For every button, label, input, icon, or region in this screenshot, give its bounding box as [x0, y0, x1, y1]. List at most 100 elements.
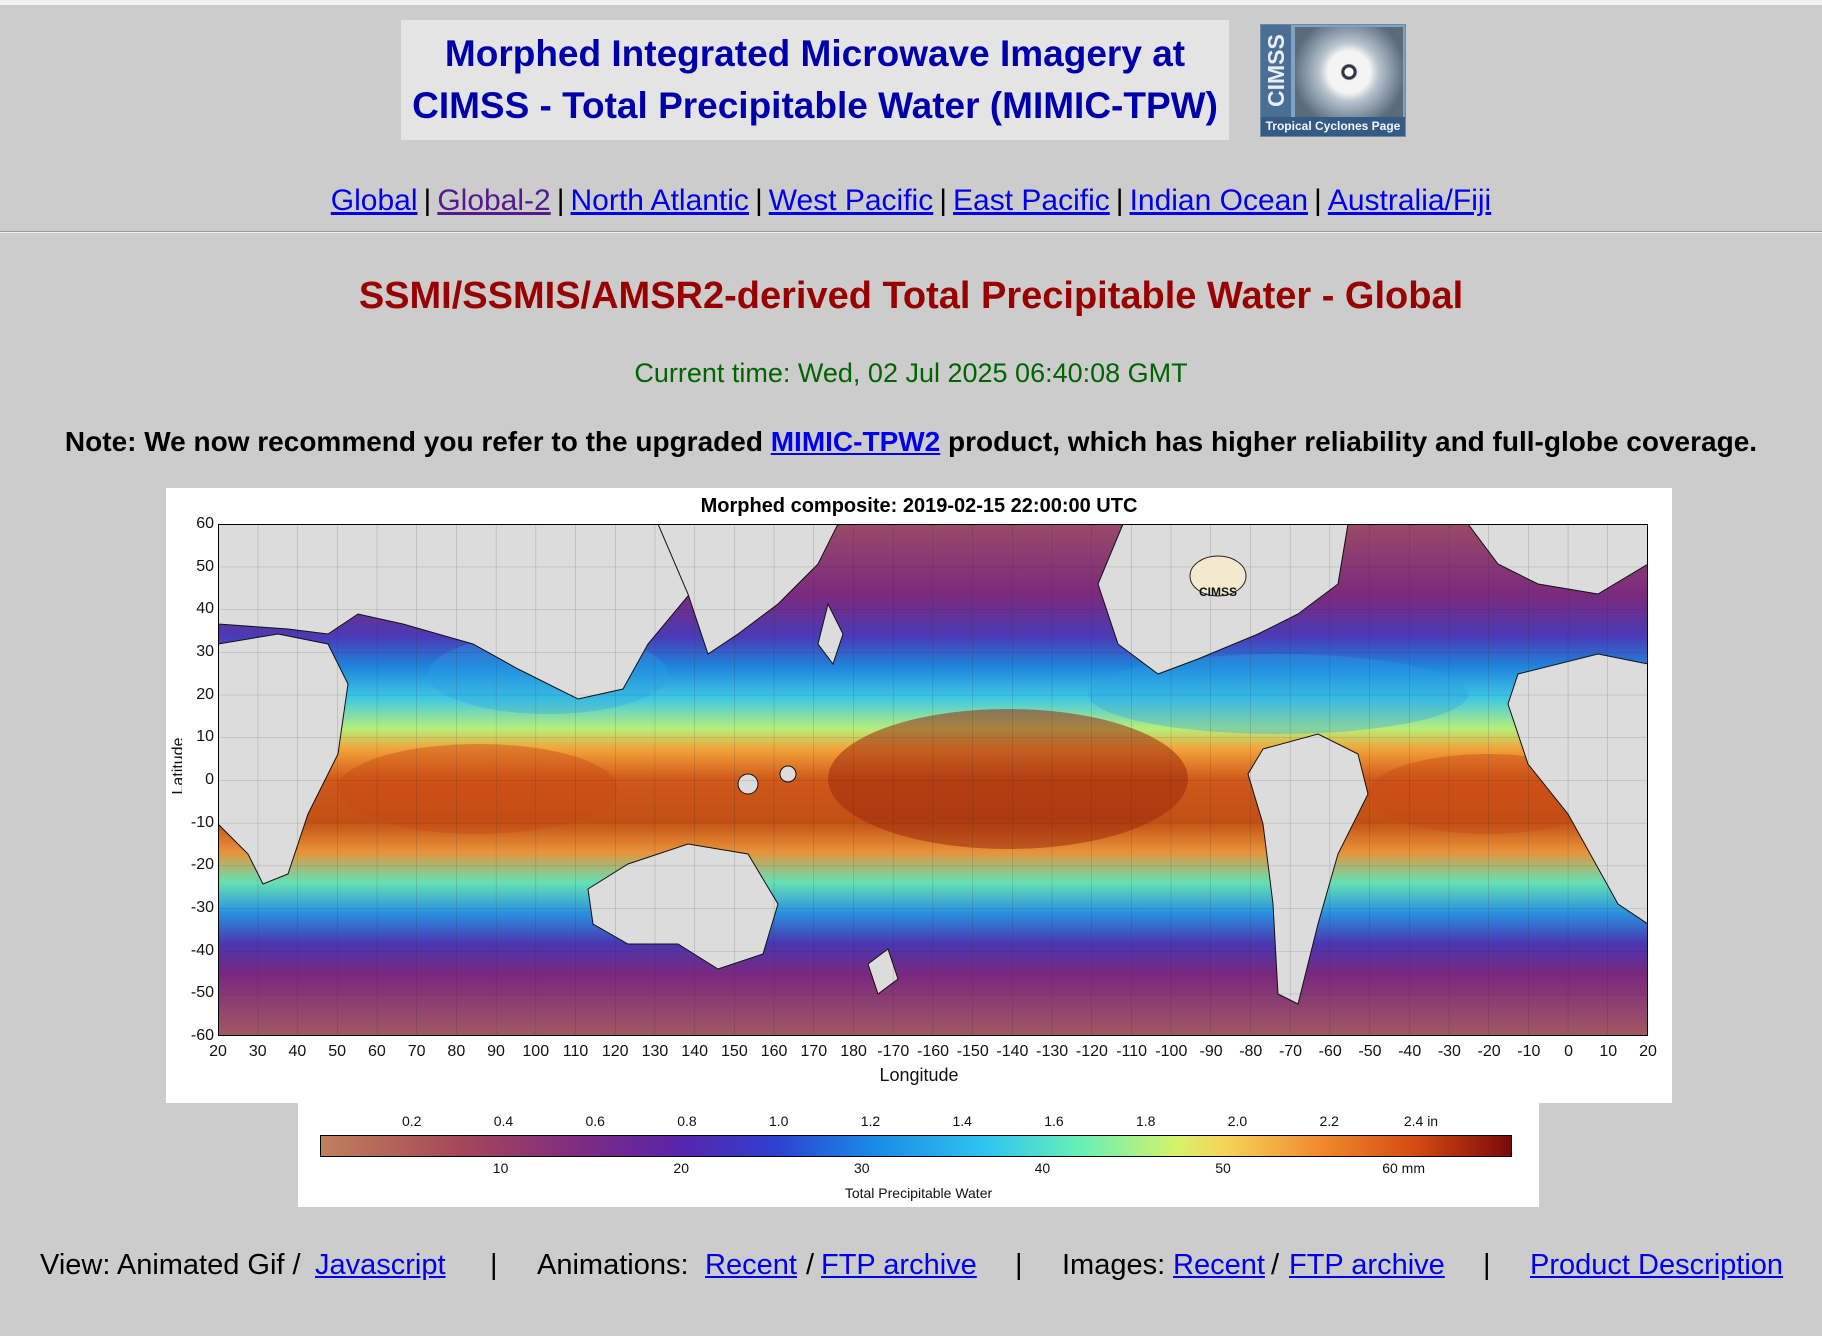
longitude-tick-label: 140: [681, 1043, 708, 1060]
map-watermark: CIMSS: [1199, 585, 1237, 599]
longitude-tick-label: 170: [800, 1043, 828, 1060]
nav-link-global-2[interactable]: Global-2: [437, 184, 551, 217]
colorbar-inch-tick: 1.6: [1044, 1113, 1064, 1129]
animations-ftp-archive-link[interactable]: FTP archive: [821, 1249, 977, 1281]
view-prefix: View: Animated Gif /: [40, 1249, 301, 1281]
current-time: Current time: Wed, 02 Jul 2025 06:40:08 …: [634, 358, 1188, 388]
longitude-tick-label: -110: [1116, 1043, 1148, 1060]
longitude-tick-label: 20: [1639, 1043, 1657, 1060]
footer-separator: |: [1483, 1249, 1491, 1281]
footer-links: View: Animated Gif / Javascript | Animat…: [0, 1245, 1822, 1285]
longitude-tick-label: 120: [601, 1043, 629, 1060]
longitude-tick-label: -90: [1199, 1043, 1223, 1060]
longitude-tick-label: -80: [1239, 1043, 1263, 1060]
colorbar-inch-tick: 0.6: [585, 1113, 605, 1129]
colorbar-mm-tick: 30: [854, 1160, 870, 1176]
nav-separator: |: [754, 184, 763, 217]
longitude-tick-label: 60: [367, 1043, 386, 1060]
longitude-tick-label: -100: [1155, 1043, 1188, 1060]
latitude-tick-label: -40: [190, 941, 214, 959]
latitude-tick-label: -10: [190, 813, 214, 831]
nav-separator: |: [556, 184, 565, 217]
colorbar-inch-tick: 1.4: [952, 1113, 972, 1129]
longitude-tick-label: 130: [641, 1043, 669, 1060]
colorbar-inch-tick: 0.4: [493, 1113, 514, 1129]
latitude-tick-label: -50: [190, 984, 214, 1002]
site-title-line1: Morphed Integrated Microwave Imagery at: [444, 33, 1186, 74]
nav-link-north-atlantic[interactable]: North Atlantic: [570, 184, 749, 217]
latitude-tick-label: 20: [196, 685, 214, 703]
longitude-tick-label: -40: [1398, 1043, 1422, 1060]
colorbar-mm-tick: 40: [1034, 1160, 1051, 1176]
longitude-tick-label: 150: [721, 1043, 748, 1060]
site-title-line2: CIMSS - Total Precipitable Water (MIMIC-…: [412, 85, 1218, 126]
latitude-tick-label: -60: [190, 1027, 214, 1044]
colorbar-mm-tick: 10: [492, 1160, 509, 1176]
note-suffix: product, which has higher reliability an…: [948, 426, 1758, 457]
longitude-tick-label: 0: [1564, 1043, 1573, 1060]
cimss-watermark-icon: CIMSS: [1189, 555, 1247, 599]
longitude-tick-label: -170: [877, 1043, 910, 1060]
nav-separator: |: [423, 184, 432, 217]
colorbar-legend: 0.2 0.4 0.6 0.8 1.0 1.2 1.4 1.6 1.8 2.0 2.2 2.4 in …: [298, 1103, 1539, 1207]
animations-recent-link[interactable]: Recent: [705, 1249, 797, 1281]
logo-cimss-text: CIMSS: [1261, 25, 1291, 117]
images-recent-link[interactable]: Recent: [1173, 1249, 1265, 1281]
nav-link-global[interactable]: Global: [330, 184, 418, 217]
colorbar-mm-tick: 60 mm: [1382, 1160, 1426, 1176]
footer-slash: /: [806, 1249, 815, 1281]
nav-link-australia-fiji[interactable]: Australia/Fiji: [1327, 184, 1492, 217]
longitude-tick-label: -30: [1437, 1043, 1461, 1060]
nav-link-west-pacific[interactable]: West Pacific: [768, 184, 934, 217]
nav-link-indian-ocean[interactable]: Indian Ocean: [1129, 184, 1309, 217]
nav-separator: |: [1115, 184, 1124, 217]
latitude-tick-label: 40: [196, 600, 214, 618]
colorbar-inch-tick: 1.2: [860, 1113, 881, 1129]
longitude-tick-label: 40: [288, 1043, 307, 1060]
longitude-tick-label: 20: [209, 1043, 227, 1060]
logo-caption: Tropical Cyclones Page: [1261, 117, 1405, 136]
map-longitude-label: Longitude: [879, 1065, 959, 1085]
region-nav: Global | Global-2 | North Atlantic | West Paci…: [0, 181, 1822, 221]
latitude-tick-label: 10: [196, 728, 214, 746]
latitude-tick-label: 60: [196, 515, 214, 532]
tpw-map-image: Morphed composite: 2019-02-15 22:00:00 U…: [166, 488, 1672, 1103]
longitude-tick-label: 30: [248, 1043, 267, 1060]
images-prefix: Images:: [1062, 1249, 1166, 1281]
nav-separator: |: [939, 184, 948, 217]
cimss-tropical-cyclones-logo[interactable]: CIMSS Tropical Cyclones Page: [1260, 24, 1406, 137]
lat-lon-grid: [218, 524, 1648, 1036]
mimic-tpw2-link[interactable]: MIMIC-TPW2: [770, 426, 941, 457]
footer-separator: |: [490, 1249, 498, 1281]
colorbar-inch-tick: 1.0: [769, 1113, 789, 1129]
longitude-tick-label: -60: [1318, 1043, 1342, 1060]
latitude-tick-label: -20: [190, 856, 214, 874]
longitude-tick-label: -140: [996, 1043, 1029, 1060]
colorbar-inch-tick: 2.2: [1319, 1113, 1339, 1129]
nav-link-east-pacific[interactable]: East Pacific: [953, 184, 1110, 217]
longitude-tick-label: -150: [956, 1043, 989, 1060]
colorbar-inch-tick: 1.8: [1135, 1113, 1156, 1129]
colorbar-inch-tick: 0.8: [677, 1113, 697, 1129]
longitude-tick-label: -20: [1477, 1043, 1501, 1060]
longitude-tick-label: -120: [1075, 1043, 1108, 1060]
longitude-tick-label: -130: [1036, 1043, 1069, 1060]
horizontal-divider: [0, 231, 1822, 233]
product-description-link[interactable]: Product Description: [1530, 1249, 1784, 1281]
longitude-tick-label: 100: [522, 1043, 550, 1060]
colorbar-inch-tick: 2.0: [1227, 1113, 1248, 1129]
animations-prefix: Animations:: [537, 1249, 689, 1281]
latitude-tick-label: 0: [205, 771, 214, 788]
longitude-tick-label: 50: [328, 1043, 347, 1060]
top-border: [0, 0, 1822, 5]
longitude-tick-label: 80: [447, 1043, 466, 1060]
colorbar-caption: Total Precipitable Water: [844, 1185, 993, 1201]
longitude-tick-label: 70: [407, 1043, 426, 1060]
hurricane-icon: [1295, 27, 1403, 117]
longitude-tick-label: 10: [1599, 1043, 1618, 1060]
colorbar-mm-tick: 50: [1215, 1160, 1231, 1176]
images-ftp-archive-link[interactable]: FTP archive: [1289, 1249, 1445, 1281]
note-prefix: Note: We now recommend you refer to the …: [64, 426, 763, 457]
site-title: Morphed Integrated Microwave Imagery at …: [401, 20, 1229, 140]
view-javascript-link[interactable]: Javascript: [315, 1249, 446, 1281]
